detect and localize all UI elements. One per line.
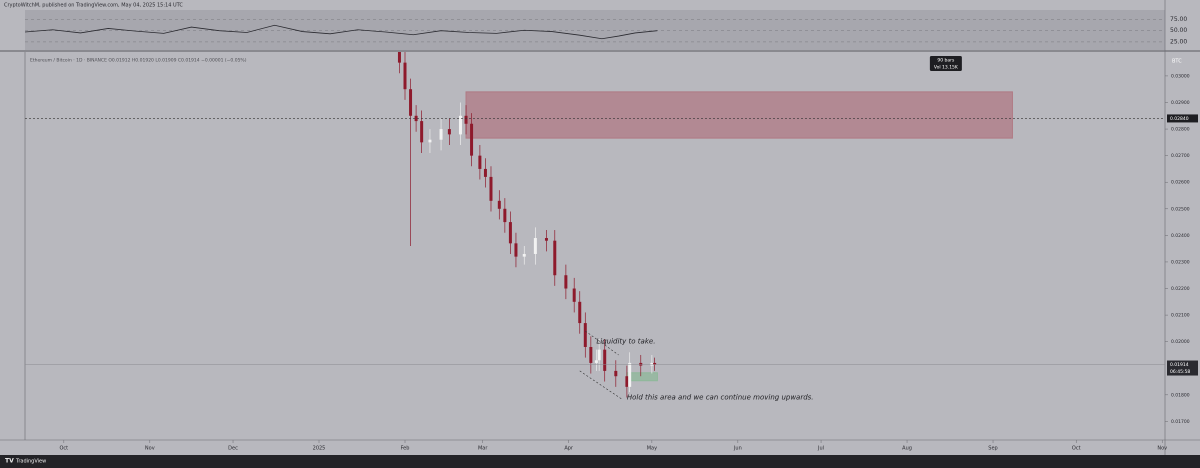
candle-body xyxy=(409,89,413,116)
candle-body xyxy=(625,376,629,387)
candle-body xyxy=(597,349,601,361)
candle-body xyxy=(464,115,468,124)
currency-label: BTC xyxy=(1172,59,1182,65)
candle-body xyxy=(522,253,526,257)
candle-body xyxy=(447,129,451,135)
candle-body xyxy=(589,346,593,363)
time-tick-label: Jun xyxy=(733,446,742,452)
time-tick-label: Nov xyxy=(1157,446,1167,452)
rsi-line xyxy=(24,24,658,40)
candle-body xyxy=(553,240,557,276)
footer-logo: TradingView xyxy=(15,459,46,465)
logo-mark: TV xyxy=(5,458,14,465)
candle-body xyxy=(594,360,598,363)
price-tick-label: 0.02400 xyxy=(1171,233,1190,239)
time-tick-label: Oct xyxy=(60,446,69,452)
price-tick-label: 0.02700 xyxy=(1171,153,1190,159)
marker-tag xyxy=(1167,114,1198,123)
candle-body xyxy=(428,139,432,143)
price-tick-label: 0.02800 xyxy=(1171,127,1190,133)
candle-body xyxy=(603,349,607,371)
candle-body xyxy=(470,123,474,156)
zone xyxy=(465,91,1013,139)
tooltip-text: Vol 13.15K xyxy=(934,65,959,71)
time-tick-label: May xyxy=(647,446,657,452)
marker-label: 0.02840 xyxy=(1170,116,1189,122)
time-tick-label: Feb xyxy=(401,446,410,452)
last-price-tag xyxy=(1167,360,1198,376)
rsi-tick-label: 50.00 xyxy=(1170,27,1187,34)
series-legend: Ethereum / Bitcoin · 1D · BINANCE O0.019… xyxy=(30,58,247,64)
price-tick-label: 0.02600 xyxy=(1171,180,1190,186)
candle-body xyxy=(414,115,418,122)
plot-area xyxy=(397,52,1013,400)
annotation: Hold this area and we can continue movin… xyxy=(627,393,814,401)
candle-body xyxy=(403,62,407,90)
candle-body xyxy=(483,168,487,177)
time-tick-label: Dec xyxy=(228,446,238,452)
candle-body xyxy=(639,362,643,366)
candle-body xyxy=(420,121,424,143)
time-tick-label: Mar xyxy=(478,446,488,452)
candle-body xyxy=(478,155,482,169)
time-tick-label: Oct xyxy=(1072,446,1081,452)
candle-body xyxy=(583,323,587,347)
rsi-tick-label: 75.00 xyxy=(1170,16,1187,23)
price-tick-label: 0.02000 xyxy=(1171,339,1190,345)
tooltip-box xyxy=(929,56,962,71)
price-tick-label: 0.02200 xyxy=(1171,286,1190,292)
candle-body xyxy=(397,52,401,63)
candle-body xyxy=(533,238,537,254)
candle-body xyxy=(514,243,518,257)
time-tick-label: Apr xyxy=(564,446,574,452)
price-tick-label: 0.03000 xyxy=(1171,73,1190,79)
time-tick-label: Aug xyxy=(902,446,912,452)
time-tick-label: Sep xyxy=(988,446,997,452)
price-tick-label: 0.02100 xyxy=(1171,313,1190,319)
candle-body xyxy=(544,238,548,241)
time-tick-label: Nov xyxy=(145,446,155,452)
candle-body xyxy=(572,288,576,302)
candle-body xyxy=(458,115,462,135)
candle-body xyxy=(650,362,654,366)
price-tick-label: 0.02300 xyxy=(1171,259,1190,265)
candle-body xyxy=(614,370,618,377)
rsi-panel xyxy=(25,10,1165,50)
candle-body xyxy=(439,129,443,140)
trendline xyxy=(579,330,622,400)
candle-body xyxy=(653,362,657,365)
candle-body xyxy=(564,275,568,289)
candle-body xyxy=(497,200,501,209)
time-tick-label: 2025 xyxy=(313,446,326,452)
price-tick-label: 0.01700 xyxy=(1171,419,1190,425)
annotation: Liquidity to take. xyxy=(596,338,655,346)
footer-bar xyxy=(0,455,1200,468)
price-tick-label: 0.02500 xyxy=(1171,206,1190,212)
candle-body xyxy=(578,301,582,324)
candle-body xyxy=(503,208,507,223)
candle-body xyxy=(628,362,632,387)
price-tick-label: 0.01800 xyxy=(1171,392,1190,398)
tooltip-text: 90 bars xyxy=(937,58,955,64)
last-price-label: 0.01914 xyxy=(1170,362,1189,368)
time-tick-label: Jul xyxy=(817,446,824,452)
header: CryptoWitchM, published on TradingView.c… xyxy=(4,3,183,9)
candle-body xyxy=(508,222,512,244)
zone xyxy=(626,372,658,382)
candle-body xyxy=(489,176,493,201)
price-tick-label: 0.02900 xyxy=(1171,100,1190,106)
countdown: 06:45:58 xyxy=(1170,369,1190,375)
rsi-tick-label: 25.00 xyxy=(1170,38,1187,45)
